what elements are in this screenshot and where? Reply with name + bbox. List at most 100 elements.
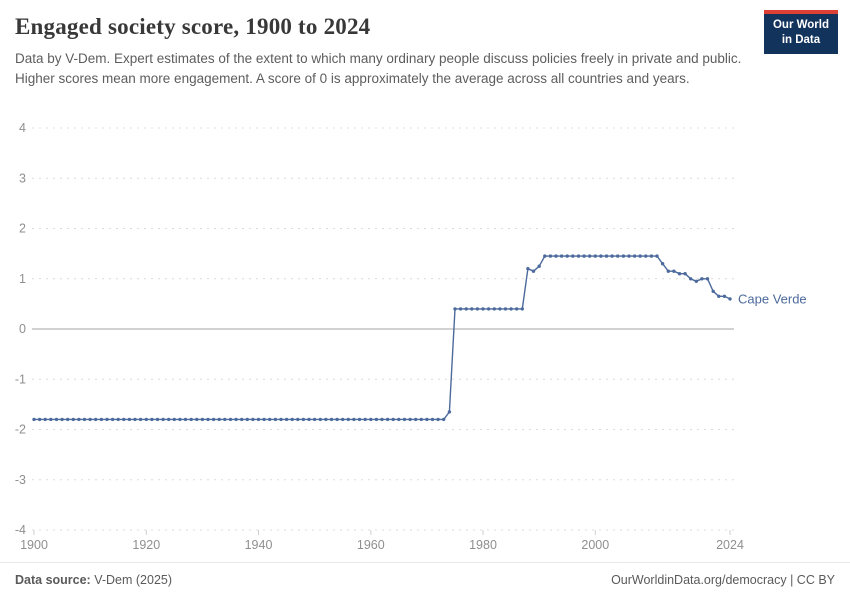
series-point (296, 417, 300, 422)
series-point (711, 289, 715, 293)
series-point (610, 254, 614, 258)
series-point (195, 417, 199, 422)
series-point (189, 417, 193, 422)
series-point (329, 417, 334, 422)
series-point (447, 410, 452, 414)
series-point (660, 262, 665, 266)
series-point (464, 307, 468, 311)
series-point (672, 269, 676, 273)
series-point (268, 417, 272, 422)
series-point (498, 307, 502, 311)
series-point (138, 417, 143, 422)
series-point (397, 417, 401, 422)
series-point (99, 417, 104, 422)
series-point (526, 267, 530, 271)
series-point (638, 254, 642, 258)
series-point (677, 272, 682, 276)
series-point (414, 417, 418, 422)
series-point (717, 294, 721, 298)
series-point (700, 277, 704, 281)
series-point (683, 272, 687, 276)
series-point (520, 307, 524, 311)
series-point (515, 307, 519, 311)
series-point (206, 417, 210, 422)
series-point (223, 417, 227, 422)
series-point (105, 417, 109, 422)
series-point (571, 254, 575, 258)
series-point (251, 417, 255, 422)
x-axis-label: 2000 (581, 538, 609, 552)
series-point (632, 254, 637, 258)
series-point (183, 417, 188, 422)
series-point (565, 254, 569, 258)
series-point (66, 417, 70, 422)
page-title: Engaged society score, 1900 to 2024 (15, 14, 371, 39)
series-point (217, 417, 221, 422)
series-point (290, 417, 294, 422)
series-point (380, 417, 384, 422)
series-point (127, 417, 132, 422)
series-point (470, 307, 474, 311)
series-point (475, 307, 480, 311)
series-point (576, 254, 581, 258)
series-label: Cape Verde (738, 291, 807, 306)
series-point (211, 417, 216, 422)
series-point (588, 254, 592, 258)
x-axis-label: 2024 (716, 538, 744, 552)
series-point (49, 417, 53, 422)
series-point (509, 307, 513, 311)
series-point (531, 269, 536, 273)
series-point (430, 417, 435, 422)
series-point (593, 254, 597, 258)
series-point (559, 254, 564, 258)
series-point (150, 417, 154, 422)
series-point (655, 254, 659, 258)
series-point (543, 254, 547, 258)
series-point (369, 417, 373, 422)
attribution-link[interactable]: OurWorldinData.org/democracy | CC BY (611, 573, 835, 587)
series-point (486, 307, 491, 311)
series-point (172, 417, 176, 422)
y-axis-label: -3 (15, 473, 26, 487)
series-point (341, 417, 345, 422)
series-point (537, 264, 541, 268)
series-point (503, 307, 508, 311)
series-point (402, 417, 407, 422)
series-point (122, 417, 126, 422)
series-point (352, 417, 356, 422)
series-point (94, 417, 98, 422)
series-point (554, 254, 558, 258)
series-point (178, 417, 182, 422)
chart-header: Engaged society score, 1900 to 2024 Data… (15, 14, 835, 88)
y-axis-label: -4 (15, 523, 26, 537)
series-point (425, 417, 429, 422)
chart-subtitle: Data by V-Dem. Expert estimates of the e… (15, 51, 742, 86)
y-axis-label: 2 (19, 222, 26, 236)
series-point (60, 417, 64, 422)
series-line (34, 255, 731, 421)
series-point (77, 417, 81, 422)
series-point (582, 254, 586, 258)
owid-logo[interactable]: Our World in Data (763, 10, 838, 54)
series-point (728, 297, 732, 301)
y-axis-label: -1 (15, 372, 26, 386)
series-point (161, 417, 165, 422)
series-point (548, 254, 553, 258)
series-point (357, 417, 362, 422)
owid-logo-line2: in Data (781, 33, 821, 46)
series-point (284, 417, 289, 422)
series-point (436, 417, 440, 422)
y-axis-label: 4 (19, 121, 26, 135)
series-point (54, 417, 59, 422)
series-point (228, 417, 233, 422)
series-point (705, 277, 710, 281)
series-point (307, 417, 311, 422)
series-point (408, 417, 412, 422)
series-point (167, 417, 171, 422)
series-point (43, 417, 47, 422)
series-point (442, 417, 446, 422)
series-point (391, 417, 395, 422)
series-point (689, 277, 693, 281)
series-point (599, 254, 603, 258)
